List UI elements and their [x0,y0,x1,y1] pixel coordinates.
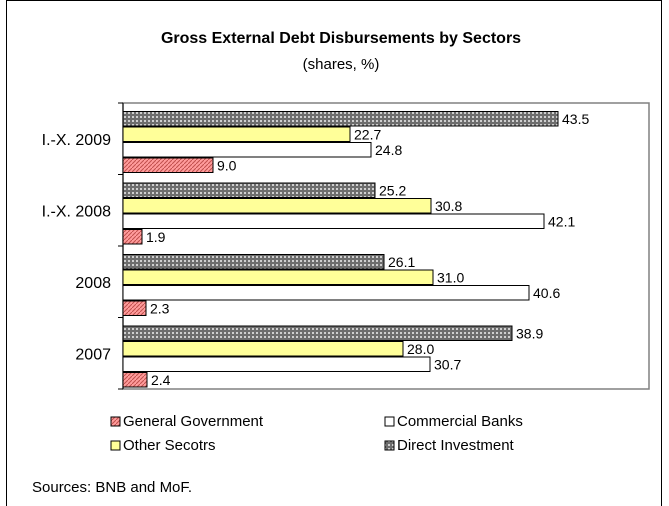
data-labels: 43.5 22.724.8 9.0 25.2 30.8 42.1 1.9 26.1 31.0 40… [146,111,589,388]
category-labels: I.-X. 2009 I.-X. 2008 2008 2007 [42,132,111,364]
legend-label-direct-investment: Direct Investment [397,437,515,454]
category-label-2008: 2008 [75,275,111,292]
bar-commercial-banks-i-x-2009 [122,142,372,158]
data-label-commercial-banks-i-x-2008: 42.1 [548,214,575,230]
data-label-commercial-banks-2007: 30.7 [434,357,461,373]
source-note: Sources: BNB and MoF. [32,479,192,496]
data-label-direct-investment-i-x-2009: 43.5 [562,111,589,127]
bar-general-government-i-x-2008 [122,229,143,245]
data-label-general-government-i-x-2008: 1.9 [146,229,166,245]
data-label-commercial-banks-i-x-2009: 24.8 [375,142,402,158]
bar-commercial-banks-i-x-2008 [122,213,545,229]
chart-subtitle: (shares, %) [303,56,380,73]
bar-other-secotrs-i-x-2009 [122,126,351,142]
chart-frame [6,0,662,506]
bar-direct-investment-i-x-2009 [122,111,559,127]
data-label-direct-investment-2007: 38.9 [516,326,543,342]
data-label-other-secotrs-i-x-2008: 30.8 [435,198,462,214]
bar-commercial-banks-2008 [122,285,530,301]
category-ticks [118,102,123,390]
legend-label-other-sectors: Other Secotrs [123,437,216,454]
legend-swatch-other-sectors [110,440,121,451]
bar-other-secotrs-i-x-2008 [122,198,432,214]
category-label-2007: 2007 [75,346,111,363]
data-label-other-secotrs-2008: 31.0 [437,270,464,286]
data-label-other-secotrs-2007: 28.0 [407,341,434,357]
category-label-i-x-2008: I.-X. 2008 [42,203,111,220]
legend: General Government Commercial Banks Othe… [110,413,523,454]
bar-general-government-i-x-2009 [122,157,214,173]
legend-swatch-direct-investment [384,440,395,451]
bar-direct-investment-i-x-2008 [122,182,376,198]
data-label-general-government-2007: 2.4 [151,372,171,388]
bar-direct-investment-2008 [122,254,385,270]
data-label-general-government-i-x-2009: 9.0 [217,158,237,174]
legend-swatch-commercial-banks [384,416,395,427]
bar-general-government-2007 [122,372,148,388]
bars [122,111,559,388]
bar-other-secotrs-2007 [122,341,404,357]
bar-direct-investment-2007 [122,325,513,341]
bar-other-secotrs-2008 [122,269,434,285]
chart-title: Gross External Debt Disbursements by Sec… [161,30,521,47]
data-label-direct-investment-i-x-2008: 25.2 [379,183,406,199]
legend-label-commercial-banks: Commercial Banks [397,413,523,430]
data-label-general-government-2008: 2.3 [150,301,170,317]
bar-general-government-2008 [122,300,147,316]
data-label-commercial-banks-2008: 40.6 [533,285,560,301]
legend-swatch-general-government [110,416,121,427]
legend-label-general-government: General Government [123,413,264,430]
bar-commercial-banks-2007 [122,356,431,372]
data-label-direct-investment-2008: 26.1 [388,254,415,270]
data-label-other-secotrs-i-x-2009: 22.7 [354,127,381,143]
category-label-i-x-2009: I.-X. 2009 [42,132,111,149]
